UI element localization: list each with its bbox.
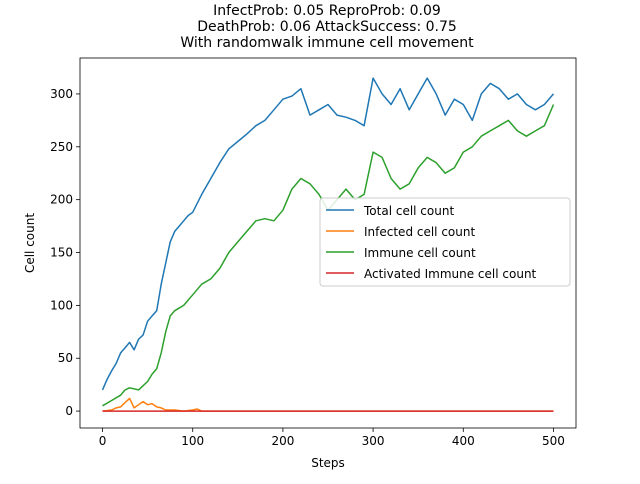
legend-label: Total cell count <box>363 204 454 218</box>
x-tick-label: 300 <box>362 434 385 448</box>
x-tick-label: 200 <box>271 434 294 448</box>
x-tick-label: 400 <box>452 434 475 448</box>
y-axis-label: Cell count <box>23 213 37 273</box>
legend-label: Immune cell count <box>364 246 476 260</box>
legend: Total cell count Infected cell count Immun… <box>319 197 571 287</box>
series-layer <box>101 77 555 412</box>
x-tick-label: 500 <box>542 434 565 448</box>
series-line-1 <box>101 77 555 391</box>
chart-title-line-2: DeathProb: 0.06 AttackSuccess: 0.75 <box>197 19 457 35</box>
series-line-3 <box>102 104 555 407</box>
y-tick-label: 50 <box>58 351 73 365</box>
legend-box <box>319 197 571 287</box>
chart-title-line-3: With randomwalk immune cell movement <box>180 35 474 51</box>
plot-frame <box>79 57 577 429</box>
x-axis-label: Steps <box>311 456 345 470</box>
y-tick-label: 200 <box>50 193 73 207</box>
x-tick-label: 100 <box>181 434 204 448</box>
y-tick-label: 300 <box>50 87 73 101</box>
legend-label: Activated Immune cell count <box>364 267 537 281</box>
y-axis: 0 50 100 150 200 250 300 <box>50 87 80 418</box>
series-line-2 <box>102 397 554 412</box>
y-tick-label: 150 <box>50 246 73 260</box>
y-tick-label: 250 <box>50 140 73 154</box>
y-tick-label: 0 <box>65 404 73 418</box>
x-tick-label: 0 <box>99 434 107 448</box>
x-axis: 0 100 200 300 400 500 <box>99 428 565 448</box>
y-tick-label: 100 <box>50 298 73 312</box>
legend-label: Infected cell count <box>364 225 475 239</box>
chart-title-line-1: InfectProb: 0.05 ReproProb: 0.09 <box>213 3 441 19</box>
